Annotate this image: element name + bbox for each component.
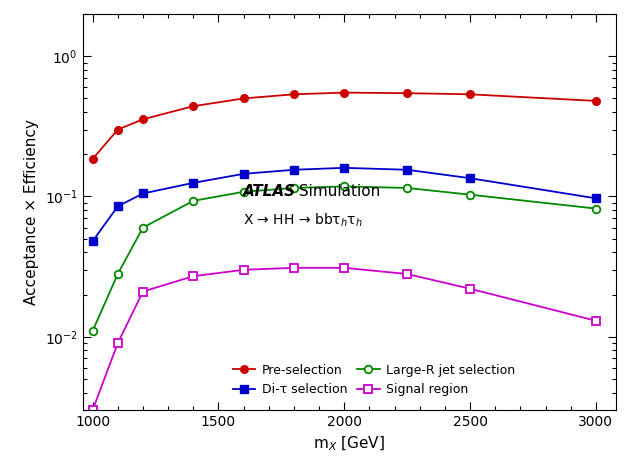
- Di-τ selection: [139, 191, 147, 196]
- Signal region: [189, 274, 197, 279]
- Line: Signal region: Signal region: [89, 264, 599, 414]
- Large-R jet selection: [340, 184, 348, 189]
- Text: Simulation: Simulation: [294, 185, 380, 199]
- Pre-selection: [592, 98, 599, 104]
- Pre-selection: [403, 90, 411, 96]
- Pre-selection: [89, 156, 97, 162]
- Signal region: [592, 318, 599, 323]
- Pre-selection: [340, 90, 348, 96]
- Di-τ selection: [114, 204, 121, 209]
- Signal region: [139, 289, 147, 295]
- Pre-selection: [240, 96, 248, 101]
- Signal region: [290, 265, 298, 271]
- Text: ATLAS: ATLAS: [243, 185, 296, 199]
- Signal region: [403, 271, 411, 277]
- Large-R jet selection: [592, 206, 599, 212]
- Signal region: [340, 265, 348, 271]
- Large-R jet selection: [403, 185, 411, 191]
- Large-R jet selection: [114, 271, 121, 277]
- Large-R jet selection: [89, 328, 97, 334]
- Y-axis label: Acceptance × Efficiency: Acceptance × Efficiency: [24, 119, 39, 305]
- X-axis label: m$_{X}$ [GeV]: m$_{X}$ [GeV]: [313, 434, 385, 453]
- Signal region: [240, 267, 248, 273]
- Di-τ selection: [592, 196, 599, 201]
- Pre-selection: [290, 91, 298, 97]
- Di-τ selection: [290, 167, 298, 172]
- Line: Large-R jet selection: Large-R jet selection: [89, 183, 599, 335]
- Large-R jet selection: [139, 225, 147, 230]
- Di-τ selection: [403, 167, 411, 172]
- Pre-selection: [466, 91, 474, 97]
- Di-τ selection: [240, 171, 248, 177]
- Di-τ selection: [189, 180, 197, 185]
- Pre-selection: [114, 127, 121, 132]
- Signal region: [466, 286, 474, 292]
- Large-R jet selection: [466, 192, 474, 198]
- Legend: Pre-selection, Di-τ selection, Large-R jet selection, Signal region: Pre-selection, Di-τ selection, Large-R j…: [233, 363, 515, 396]
- Signal region: [89, 407, 97, 413]
- Large-R jet selection: [189, 198, 197, 204]
- Line: Pre-selection: Pre-selection: [89, 89, 599, 163]
- Line: Di-τ selection: Di-τ selection: [89, 164, 599, 245]
- Di-τ selection: [340, 165, 348, 171]
- Text: X → HH → bbτ$_{h}$τ$_{h}$: X → HH → bbτ$_{h}$τ$_{h}$: [243, 212, 363, 229]
- Pre-selection: [139, 116, 147, 122]
- Signal region: [114, 340, 121, 346]
- Large-R jet selection: [240, 189, 248, 195]
- Large-R jet selection: [290, 185, 298, 191]
- Di-τ selection: [466, 175, 474, 181]
- Di-τ selection: [89, 239, 97, 244]
- Pre-selection: [189, 103, 197, 109]
